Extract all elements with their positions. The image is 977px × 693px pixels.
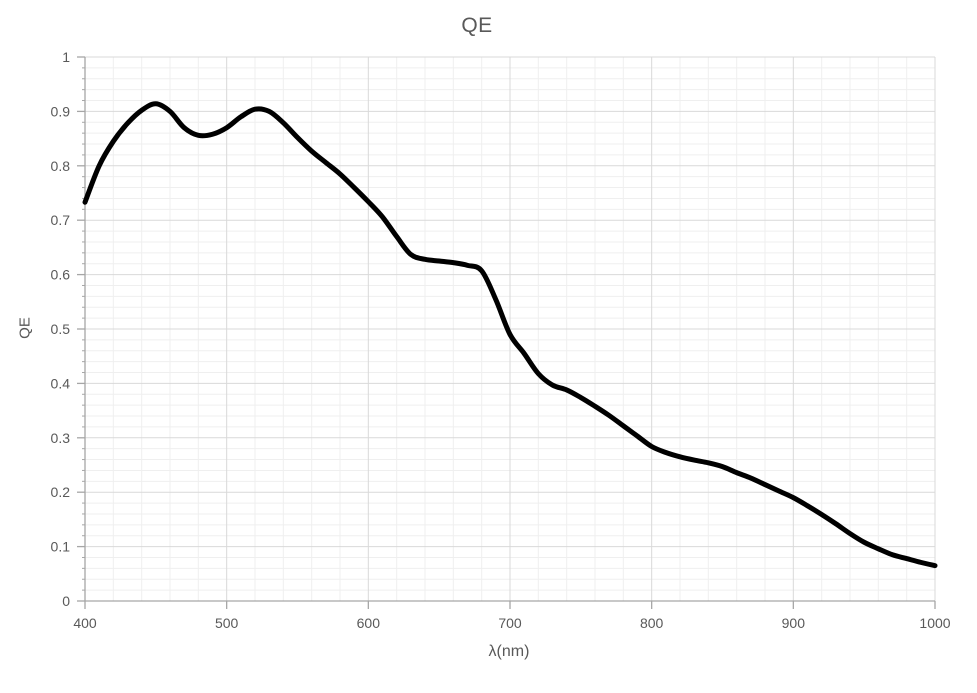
x-tick-label: 600	[357, 615, 381, 631]
y-tick-label: 0.7	[51, 212, 71, 228]
x-axis-title: λ(nm)	[488, 643, 530, 660]
y-tick-label: 0.4	[51, 375, 71, 391]
x-tick-label: 500	[215, 615, 239, 631]
y-tick-label: 0.1	[51, 539, 71, 555]
y-tick-label: 0.2	[51, 484, 71, 500]
x-tick-label: 800	[640, 615, 664, 631]
y-tick-label: 0.9	[51, 103, 71, 119]
x-tick-label: 900	[782, 615, 806, 631]
y-tick-label: 0.5	[51, 321, 71, 337]
y-tick-label: 0.3	[51, 430, 71, 446]
x-tick-label: 700	[498, 615, 522, 631]
y-tick-label: 0.6	[51, 267, 71, 283]
y-tick-label: 0	[62, 593, 70, 609]
x-tick-label: 1000	[919, 615, 950, 631]
chart-title: QE	[461, 14, 493, 37]
qe-curve	[82, 101, 938, 569]
y-axis-title: QE	[16, 317, 34, 339]
y-tick-label: 1	[62, 49, 70, 65]
x-tick-label: 400	[73, 615, 97, 631]
y-tick-label: 0.8	[51, 158, 71, 174]
